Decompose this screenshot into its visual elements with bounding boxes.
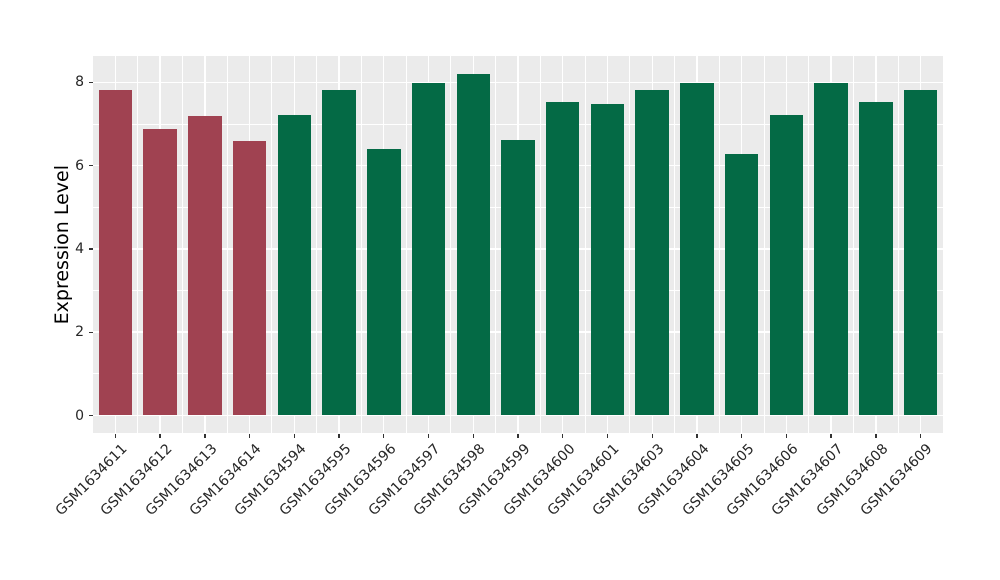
minor-gridline-v: [182, 56, 183, 433]
bar-GSM1634613: [188, 115, 222, 416]
y-tick-mark: [88, 248, 93, 250]
bar-GSM1634594: [277, 114, 312, 416]
bar-GSM1634608: [859, 101, 893, 416]
y-tick-mark: [88, 331, 93, 333]
x-tick-mark: [248, 433, 251, 438]
minor-gridline-v: [584, 56, 586, 433]
x-tick-mark: [427, 433, 430, 438]
bar-GSM1634603: [635, 89, 669, 416]
minor-gridline-v: [405, 56, 407, 433]
bar-GSM1634601: [590, 103, 625, 416]
x-tick-mark: [740, 433, 743, 438]
y-tick-label: 8: [75, 74, 84, 91]
y-tick-label: 2: [75, 324, 84, 341]
minor-gridline-v: [763, 56, 765, 433]
minor-gridline-v: [539, 56, 541, 433]
x-tick-mark: [696, 433, 698, 438]
minor-gridline-v: [360, 56, 362, 433]
y-tick-label: 0: [75, 407, 84, 424]
x-tick-mark: [159, 433, 161, 438]
minor-gridline-v: [450, 56, 452, 433]
x-tick-mark: [293, 433, 295, 438]
x-tick-mark: [114, 433, 117, 438]
minor-gridline-v: [674, 56, 676, 433]
x-tick-mark: [919, 433, 922, 438]
bar-GSM1634596: [367, 148, 401, 416]
minor-gridline-v: [853, 56, 854, 433]
minor-gridline-v: [629, 56, 631, 433]
bar-GSM1634599: [501, 139, 535, 416]
minor-gridline-v: [271, 56, 273, 433]
minor-gridline-v: [137, 56, 139, 433]
minor-gridline-v: [316, 56, 318, 433]
bar-GSM1634598: [456, 73, 490, 416]
plot-panel: [93, 56, 943, 433]
minor-gridline-v: [808, 56, 810, 433]
x-tick-mark: [204, 433, 206, 438]
bar-GSM1634606: [769, 114, 804, 416]
y-tick-label: 6: [75, 157, 84, 174]
minor-gridline-v: [226, 56, 228, 433]
x-tick-mark: [651, 433, 653, 438]
bar-GSM1634611: [98, 89, 133, 416]
y-tick-mark: [88, 414, 93, 417]
bar-GSM1634597: [411, 83, 446, 416]
bar-GSM1634605: [724, 153, 759, 416]
bar-GSM1634604: [680, 83, 714, 416]
bar-GSM1634595: [322, 89, 356, 416]
minor-gridline-v: [897, 56, 899, 433]
minor-gridline-v: [718, 56, 720, 433]
x-tick-mark: [517, 433, 519, 438]
y-tick-mark: [88, 81, 93, 83]
x-tick-mark: [383, 433, 385, 438]
x-tick-mark: [562, 433, 564, 438]
y-tick-mark: [88, 164, 93, 167]
bar-GSM1634612: [143, 129, 177, 416]
x-tick-mark: [875, 433, 877, 438]
bar-GSM1634609: [903, 89, 938, 416]
x-tick-mark: [606, 433, 609, 438]
x-tick-mark: [785, 433, 788, 438]
y-tick-label: 4: [75, 240, 84, 257]
bar-GSM1634600: [545, 101, 580, 416]
bar-GSM1634607: [814, 83, 848, 416]
minor-gridline-v: [495, 56, 497, 433]
bar-GSM1634614: [232, 140, 267, 416]
x-tick-mark: [830, 433, 832, 438]
x-tick-mark: [338, 433, 340, 438]
x-tick-mark: [472, 433, 474, 438]
